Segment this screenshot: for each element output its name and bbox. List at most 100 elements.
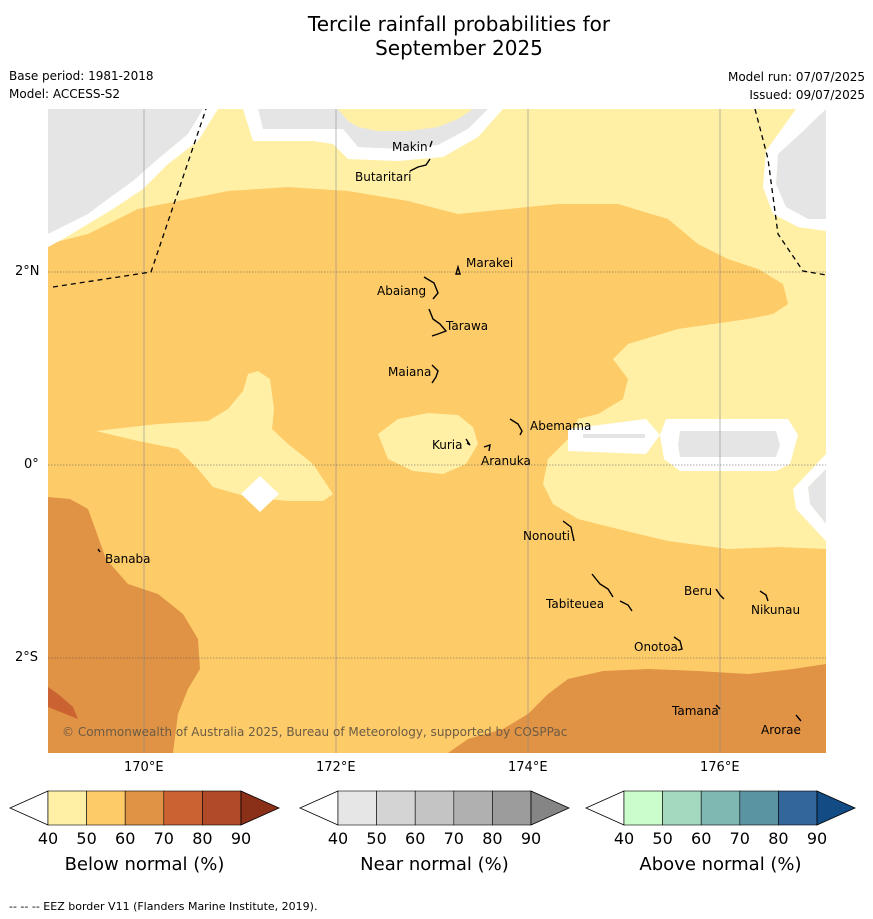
colorbar-below-normal-min-arrow [9,790,49,826]
island-tabiteuea-north [591,573,614,598]
colorbar-above-normal-tick: 40 [614,829,634,848]
island-butaritari [409,158,431,172]
parallels [48,271,826,659]
copyright-notice: © Commonwealth of Australia 2025, Bureau… [62,725,567,739]
eez-border-east [754,109,826,276]
colorbar-below-normal-tick: 50 [76,829,96,848]
mask-northeast-white [763,109,826,231]
island-tamana [715,704,721,710]
colorbar-below-normal: 40 50 60 70 80 90 Below normal (%) [9,790,280,875]
island-nonouti [562,520,575,542]
colorbar-above-normal: 40 50 60 70 80 90 Above normal (%) [585,790,856,875]
label-banaba: Banaba [105,552,151,566]
colorbar-near-normal-tick: 40 [328,829,348,848]
colorbar-near-normal-tick: 60 [405,829,425,848]
lat-label-2n: 2°N [15,264,40,279]
colorbar-below-normal-max-arrow [240,790,280,826]
island-makin [429,140,433,148]
model-run: Model run: 07/07/2025 [727,70,865,84]
colorbar-below-normal-tick: 40 [38,829,58,848]
colorbar-above-normal-title: Above normal (%) [639,854,801,875]
label-butaritari: Butaritari [355,170,412,184]
label-makin: Makin [392,140,428,154]
zone-60-70-southeast [448,664,826,753]
colorbar-above-normal-tick: 70 [730,829,750,848]
graticule [143,109,721,753]
island-kuria [465,438,471,446]
colorbar-above-normal-segment [700,790,741,826]
mask-central-east [678,431,780,457]
issued-date: Issued: 09/07/2025 [749,88,865,102]
colorbar-above-normal-segment [778,790,818,826]
colorbar-below-normal-segment [86,790,126,826]
colorbar-near-normal-tick: 50 [366,829,386,848]
mask-north-central [258,109,488,149]
island-nikunau [759,590,769,602]
colorbar-below-normal-title: Below normal (%) [65,854,225,875]
zone-70-80-southwest [48,687,78,719]
lon-label-176: 176°E [700,760,740,775]
colorbar-near-normal-tick: 70 [444,829,464,848]
label-beru: Beru [684,584,712,598]
colorbar-near-normal-segment [414,790,455,826]
colorbar-legends: 40 50 60 70 80 90 Below normal (%) 40 50 60 70 80 90… [9,790,856,875]
island-onotoa [673,636,683,651]
eez-footnote: -- -- -- EEZ border V11 (Flanders Marine… [9,900,318,913]
label-kuria: Kuria [432,438,463,452]
colorbar-below-normal-segment [124,790,165,826]
colorbar-below-normal-segment [202,790,242,826]
rainfall-probability-map: Makin Butaritari Marakei Abaiang Tarawa … [48,109,826,753]
colorbar-near-normal-tick: 90 [521,829,541,848]
label-arorae: Arorae [761,723,801,737]
mask-central-east-white [660,419,798,471]
island-abaiang [423,276,439,300]
colorbar-near-normal-min-arrow [299,790,339,826]
mask-diamond-west [241,476,279,512]
colorbar-near-normal-title: Near normal (%) [360,854,509,875]
colorbar-above-normal-tick: 80 [768,829,788,848]
label-abemama: Abemama [530,419,591,433]
lat-label-0: 0° [24,457,39,472]
mask-northwest-white-border [48,109,218,247]
mask-northeast [776,109,826,219]
island-tarawa [428,308,448,337]
label-aranuka: Aranuka [481,454,531,468]
label-tabiteuea: Tabiteuea [545,597,604,611]
label-nikunau: Nikunau [751,603,800,617]
colorbar-near-normal-tick: 80 [482,829,502,848]
label-maiana: Maiana [388,365,431,379]
map-title-line2: September 2025 [375,36,543,60]
colorbar-above-normal-max-arrow [816,790,856,826]
colorbar-below-normal-tick: 70 [154,829,174,848]
island-marakei [455,264,461,275]
mask-north-central-white [243,109,503,161]
colorbar-below-normal-tick: 60 [115,829,135,848]
lat-label-2s: 2°S [15,650,39,665]
islands [97,140,802,722]
colorbar-below-normal-tick: 90 [231,829,251,848]
colorbar-above-normal-segment [623,790,663,826]
colorbar-below-normal-tick: 80 [192,829,212,848]
colorbar-near-normal: 40 50 60 70 80 90 Near normal (%) [299,790,570,875]
mask-east-edge-white [793,454,826,541]
zone-60-70-southwest [48,497,200,753]
zone-40-50-central-west [96,371,333,501]
label-tarawa: Tarawa [445,319,488,333]
island-abemama [509,418,523,436]
colorbar-below-normal-segment [47,790,87,826]
lon-label-174: 174°E [508,760,548,775]
mask-northwest [48,109,203,234]
label-onotoa: Onotoa [634,640,678,654]
island-beru [715,588,725,600]
label-tamana: Tamana [671,704,719,718]
zone-40-50-east [786,319,826,349]
zone-40-50-kuria [378,413,478,474]
eez-border [52,109,826,288]
label-abaiang: Abaiang [377,284,426,298]
colorbar-near-normal-segment [453,790,493,826]
colorbar-near-normal-max-arrow [530,790,570,826]
island-maiana [431,364,439,384]
mask-mid-east-line [583,434,645,438]
colorbar-above-normal-min-arrow [585,790,625,826]
map-title-line1: Tercile rainfall probabilities for [307,12,611,36]
